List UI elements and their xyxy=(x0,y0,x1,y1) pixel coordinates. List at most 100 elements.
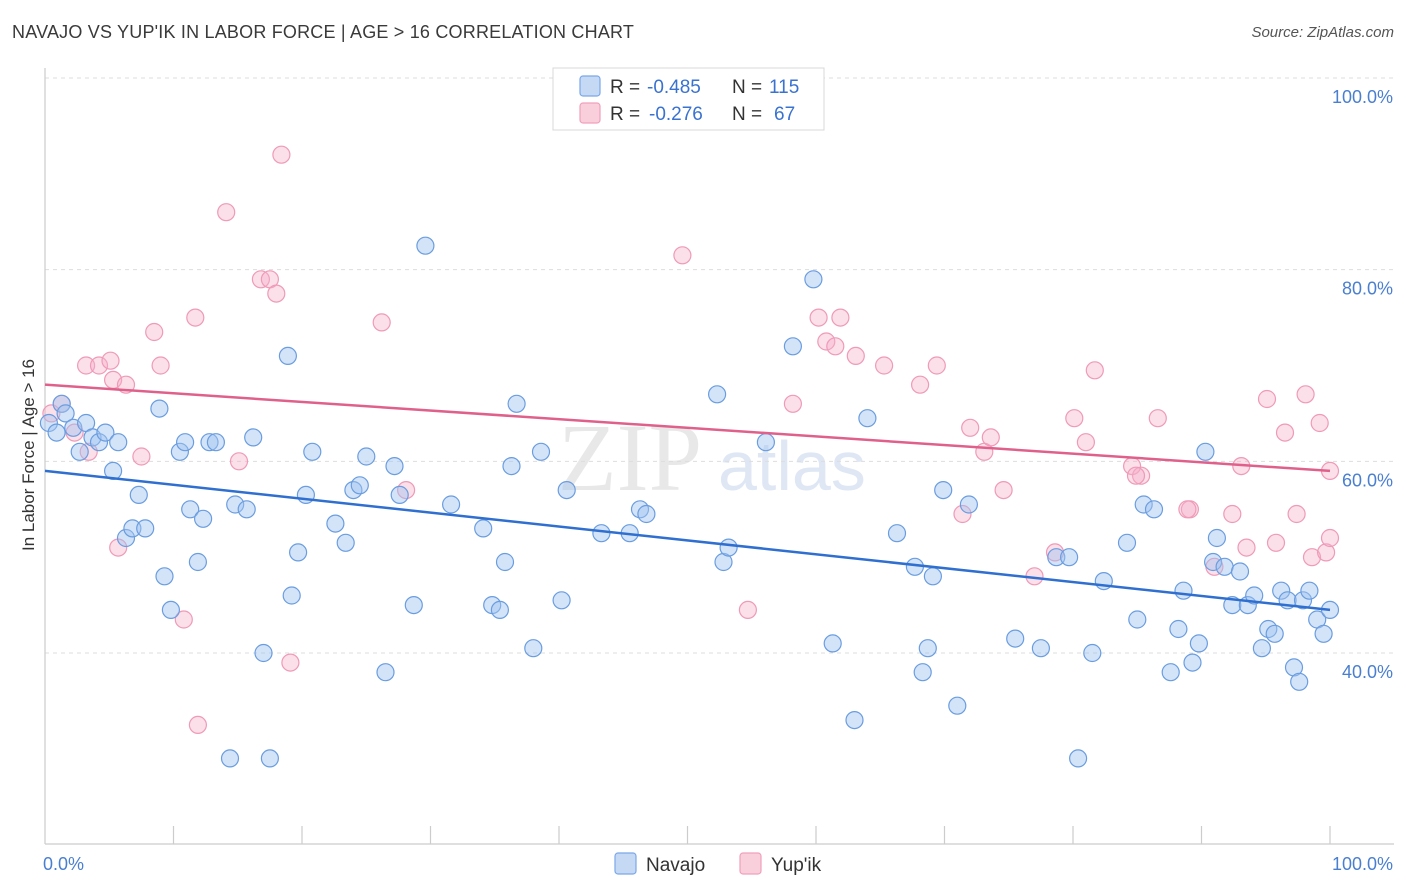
yupik-point-28 xyxy=(783,394,803,413)
yupik-point-57 xyxy=(1275,423,1295,442)
yupik-point-60 xyxy=(1302,548,1322,567)
yupik-point-62 xyxy=(1316,543,1336,562)
navajo-point-77 xyxy=(948,696,967,715)
yupik-point-16 xyxy=(217,203,236,222)
navajo-point-41 xyxy=(357,447,376,466)
yupik-point-55 xyxy=(1257,389,1277,409)
y-axis-label: In Labor Force | Age > 16 xyxy=(19,359,38,551)
navajo-point-18 xyxy=(161,600,180,620)
navajo-point-13 xyxy=(123,519,142,538)
navajo-point-25 xyxy=(206,433,225,452)
navajo-point-94 xyxy=(1189,634,1209,653)
navajo-point-20 xyxy=(176,433,195,452)
navajo-point-102 xyxy=(1245,586,1264,605)
navajo-point-111 xyxy=(1300,581,1319,600)
navajo-point-91 xyxy=(1169,619,1188,639)
yupik-point-10 xyxy=(132,447,151,466)
yupik-point-59 xyxy=(1296,385,1315,404)
yupik-point-54 xyxy=(1237,538,1256,557)
navajo-point-24 xyxy=(200,433,219,452)
navajo-point-43 xyxy=(385,457,404,476)
navajo-point-89 xyxy=(1144,500,1164,519)
yupik-point-38 xyxy=(961,418,980,437)
y-tick-labels: 40.0% 60.0% 80.0% 100.0% xyxy=(1332,87,1393,682)
navajo-point-16 xyxy=(150,399,169,418)
navajo-point-65 xyxy=(756,433,776,452)
navajo-point-15 xyxy=(136,519,155,538)
yupik-point-61 xyxy=(1310,413,1329,433)
navajo-point-69 xyxy=(845,710,864,730)
navajo-point-84 xyxy=(1083,643,1102,663)
yupik-point-15 xyxy=(188,715,207,735)
yupik-point-52 xyxy=(1223,504,1242,524)
navajo-point-81 xyxy=(1047,548,1066,567)
x-tick-label-1: 100.0% xyxy=(1332,854,1393,874)
navajo-point-17 xyxy=(155,567,174,586)
navajo-point-0 xyxy=(39,413,59,433)
navajo-point-31 xyxy=(260,749,279,768)
navajo-point-34 xyxy=(289,543,308,562)
navajo-point-37 xyxy=(326,514,345,533)
navajo-point-96 xyxy=(1203,552,1223,572)
navajo-point-52 xyxy=(502,457,521,476)
navajo-point-46 xyxy=(416,236,435,255)
navajo-point-108 xyxy=(1284,658,1304,677)
navajo-point-40 xyxy=(350,476,369,495)
yupik-point-45 xyxy=(1076,433,1096,452)
navajo-point-80 xyxy=(1031,639,1051,658)
y-tick-label-0: 40.0% xyxy=(1342,662,1393,682)
navajo-point-32 xyxy=(278,346,297,365)
navajo-point-64 xyxy=(707,385,727,404)
navajo-point-73 xyxy=(913,663,932,682)
y-tick-label-2: 80.0% xyxy=(1342,279,1393,299)
navajo-point-87 xyxy=(1128,610,1147,629)
legend-yupik-n-label: N = xyxy=(732,104,762,125)
watermark-atlas: atlas xyxy=(718,427,866,505)
navajo-point-36 xyxy=(303,442,322,461)
chart-title: NAVAJO VS YUP'IK IN LABOR FORCE | AGE > … xyxy=(12,22,635,42)
trend-lines xyxy=(44,383,1331,612)
bottom-legend-yupik-swatch xyxy=(739,852,762,875)
navajo-point-98 xyxy=(1215,557,1234,576)
yupik-point-13 xyxy=(174,610,193,629)
navajo-point-83 xyxy=(1068,749,1088,768)
yupik-point-48 xyxy=(1131,466,1151,485)
navajo-point-29 xyxy=(244,428,263,447)
navajo-point-2 xyxy=(52,394,71,413)
navajo-point-53 xyxy=(507,394,526,413)
navajo-point-70 xyxy=(858,409,877,428)
source-credit: Source: ZipAtlas.com xyxy=(1251,24,1394,41)
yupik-point-23 xyxy=(372,313,391,332)
navajo-point-56 xyxy=(552,591,571,610)
yupik-point-32 xyxy=(831,308,850,327)
navajo-point-86 xyxy=(1117,533,1137,552)
yupik-point-33 xyxy=(846,346,865,365)
yupik-point-5 xyxy=(89,356,109,375)
yupik-point-8 xyxy=(109,538,128,557)
y-tick-label-1: 60.0% xyxy=(1342,470,1393,490)
yupik-point-65 xyxy=(1126,466,1146,485)
yupik-point-37 xyxy=(953,504,972,524)
navajo-point-54 xyxy=(524,639,543,658)
navajo-point-38 xyxy=(336,533,355,552)
navajo-point-79 xyxy=(1006,629,1025,648)
legend-navajo-n-label: N = xyxy=(732,77,762,98)
navajo-point-75 xyxy=(923,567,943,586)
legend-navajo-r-label: R = xyxy=(610,77,640,98)
navajo-point-110 xyxy=(1293,591,1313,610)
yupik-point-26 xyxy=(673,246,692,265)
navajo-point-8 xyxy=(89,433,109,452)
navajo-point-12 xyxy=(116,528,136,548)
yupik-point-44 xyxy=(1065,409,1084,428)
legend-yupik-r-value: -0.276 xyxy=(649,104,703,125)
yupik-point-56 xyxy=(1266,533,1286,552)
navajo-point-33 xyxy=(282,586,301,605)
yupik-point-29 xyxy=(809,308,828,327)
legend-navajo-n-value: 115 xyxy=(769,77,799,98)
yupik-point-22 xyxy=(281,653,300,672)
yupik-point-27 xyxy=(738,600,758,620)
bottom-legend-yupik-label: Yup'ik xyxy=(771,855,822,876)
navajo-point-3 xyxy=(56,404,75,423)
navajo-point-55 xyxy=(531,442,551,461)
